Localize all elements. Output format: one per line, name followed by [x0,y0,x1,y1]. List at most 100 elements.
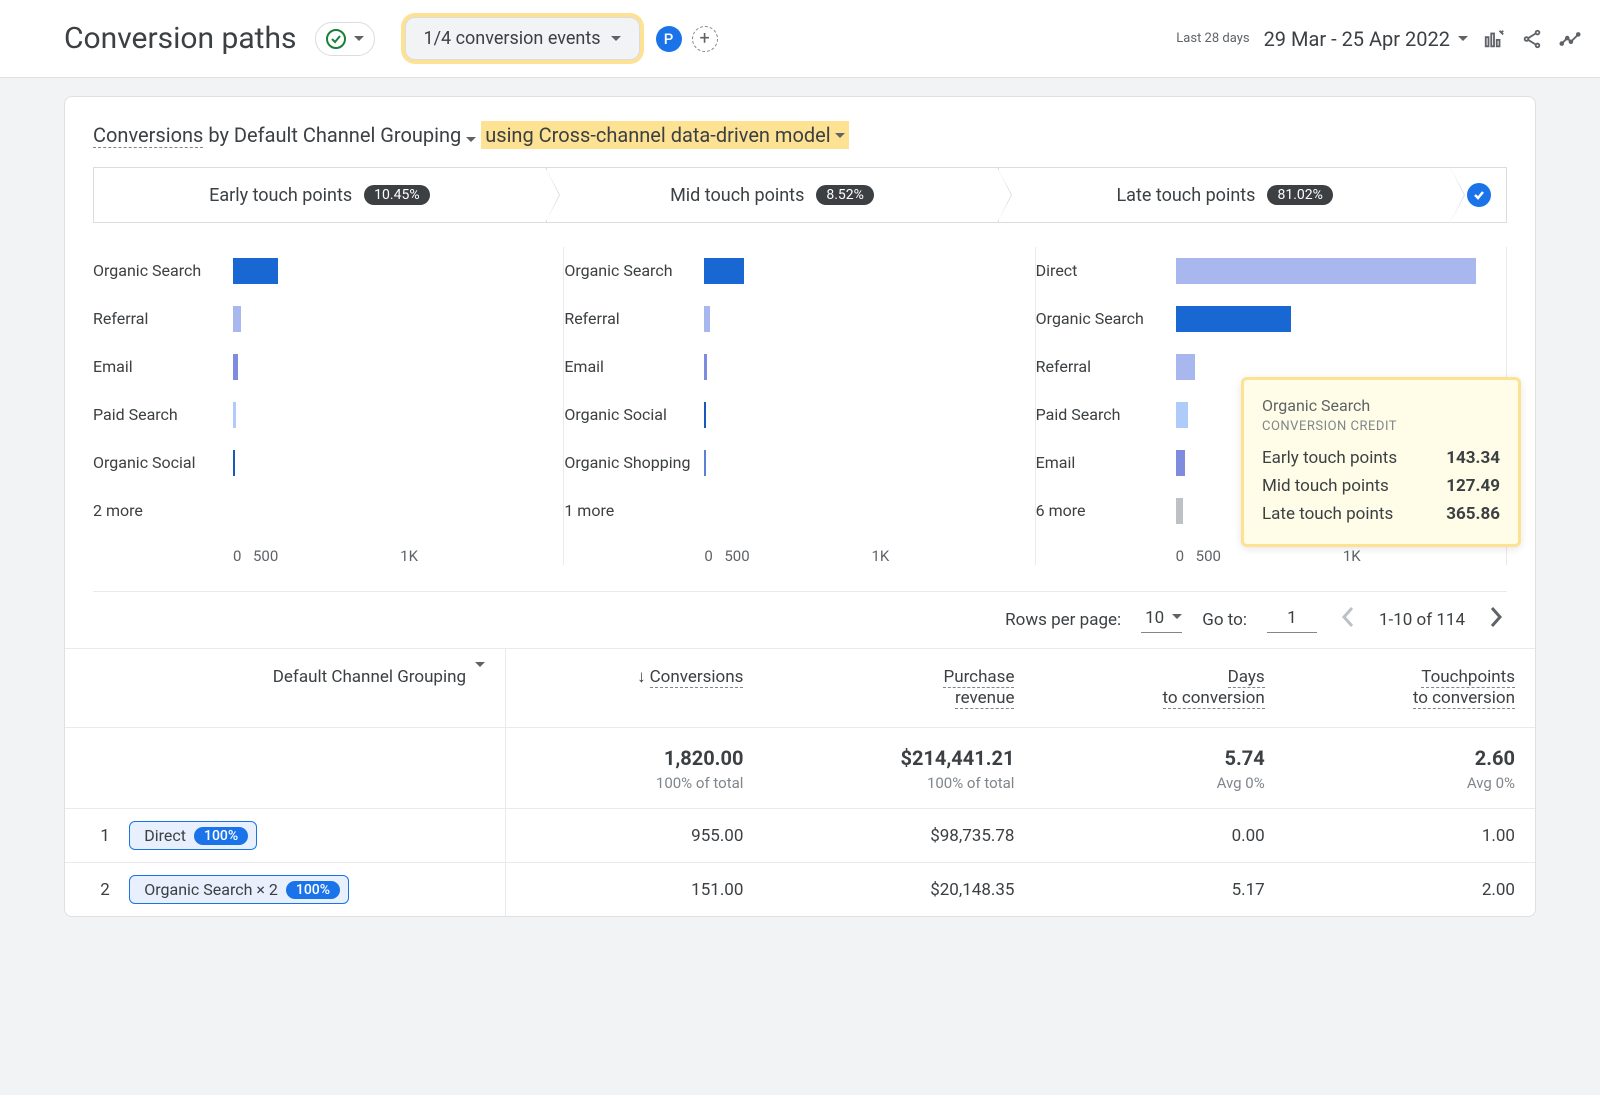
chart-bar-row[interactable]: Email [564,343,1018,391]
chart-bar [1176,498,1183,524]
table-cell: $98,735.78 [763,809,1034,863]
chart-bar-label: 6 more [1036,501,1176,520]
group-column-header[interactable]: Default Channel Grouping [65,649,505,728]
chart-bar-label: 2 more [93,501,233,520]
chart-bar-row[interactable]: Referral [564,295,1018,343]
chart-bar-label: Referral [1036,357,1176,376]
goto-input[interactable]: 1 [1267,608,1317,633]
by-text: by Default Channel Grouping [203,123,461,147]
chart-tooltip: Organic Search CONVERSION CREDIT Early t… [1241,377,1521,547]
chart-bar-row[interactable]: Email [93,343,547,391]
charts-row: Organic Search Referral Email Paid Searc… [65,247,1535,565]
chart-bar-row[interactable]: Organic Social [93,439,547,487]
chart-bar-label: Organic Search [1036,309,1176,328]
tooltip-row: Mid touch points127.49 [1262,472,1500,500]
channel-chip[interactable]: Direct 100% [129,821,257,850]
chart-bar [704,306,710,332]
touchpoint-stage[interactable]: Mid touch points 8.52% [546,167,999,223]
conversion-events-selector[interactable]: 1/4 conversion events [405,17,640,60]
next-page-button[interactable] [1485,606,1507,634]
data-table: Default Channel Grouping ↓ConversionsPur… [65,648,1535,916]
row-number: 2 [85,880,125,900]
rows-per-page-select[interactable]: 10 [1141,608,1182,633]
table-cell: 955.00 [505,809,763,863]
table-cell: $20,148.35 [763,863,1034,917]
row-number: 1 [85,826,125,846]
chart-bar-row[interactable]: Organic Shopping [564,439,1018,487]
share-icon[interactable] [1520,27,1544,51]
page-range: 1-10 of 114 [1379,610,1465,630]
chevron-down-icon [466,137,476,142]
stage-pct-badge: 8.52% [816,185,874,205]
channel-chip[interactable]: Organic Search × 2 100% [129,875,349,904]
chart-bar [233,402,236,428]
chevron-down-icon [354,36,364,41]
table-row[interactable]: 2 Organic Search × 2 100% 151.00$20,148.… [65,863,1535,917]
table-cell: 2.00 [1285,863,1535,917]
tooltip-row: Late touch points365.86 [1262,500,1500,528]
chart-bar-label: Organic Shopping [564,453,704,472]
table-cell: 1.00 [1285,809,1535,863]
status-dropdown[interactable] [315,22,375,56]
totals-cell: 1,820.00100% of total [505,728,763,809]
edit-chart-icon[interactable] [1482,27,1506,51]
chart-bar [1176,354,1195,380]
column-header[interactable]: Purchaserevenue [763,649,1034,728]
grouping-dropdown[interactable] [466,137,476,142]
chart-bar-row[interactable]: Organic Social [564,391,1018,439]
chart-bar [704,450,705,476]
touchpoint-stage[interactable]: Late touch points81.02% [998,167,1451,223]
chart-bar-row[interactable]: Organic Search [93,247,547,295]
chart-bar [704,402,706,428]
stage-pct-badge: 10.45% [364,185,429,205]
chart-bar-label: Email [1036,453,1176,472]
chart-axis: 05001K [1036,547,1490,565]
pct-pill: 100% [286,881,340,899]
totals-cell: 5.74Avg 0% [1034,728,1284,809]
conversions-dropdown[interactable]: Conversions [93,123,203,148]
chart-bar [233,354,238,380]
chart-bar-row[interactable]: Direct [1036,247,1490,295]
table-cell: 151.00 [505,863,763,917]
chevron-down-icon [1458,36,1468,41]
chart-bar-label: Paid Search [1036,405,1176,424]
chevron-down-icon [475,662,485,687]
chart-bar-row[interactable]: 1 more [564,487,1018,535]
touchpoint-stage[interactable]: Early touch points10.45% [93,167,546,223]
chart-axis: 05001K [93,547,547,565]
chart-bar-row[interactable]: 2 more [93,487,547,535]
page-title: Conversion paths [64,21,297,56]
chart-column: Organic Search Referral Email Organic So… [564,247,1035,565]
chart-bar [704,258,744,284]
totals-cell: $214,441.21100% of total [763,728,1034,809]
chart-bar-row[interactable]: Referral [93,295,547,343]
add-segment-button[interactable]: + [692,26,718,52]
chart-bar-label: Email [564,357,704,376]
chart-bar [1176,450,1185,476]
chart-column: Organic Search Referral Email Paid Searc… [93,247,564,565]
chart-bar [1176,306,1291,332]
prev-page-button[interactable] [1337,606,1359,634]
column-header[interactable]: ↓Conversions [505,649,763,728]
chart-bar [1176,258,1476,284]
date-range-picker[interactable]: 29 Mar - 25 Apr 2022 [1264,27,1468,51]
table-row[interactable]: 1 Direct 100% 955.00$98,735.780.001.00 [65,809,1535,863]
column-header[interactable]: Daysto conversion [1034,649,1284,728]
insights-icon[interactable] [1558,27,1582,51]
sort-down-icon: ↓ [637,667,646,687]
stage-label: Mid touch points [670,185,804,206]
chart-bar-label: Organic Search [564,261,704,280]
chart-bar-label: Email [93,357,233,376]
chart-bar-row[interactable]: Paid Search [93,391,547,439]
card-title: Conversions by Default Channel Grouping … [65,121,1535,167]
chart-bar-row[interactable]: Organic Search [564,247,1018,295]
column-header[interactable]: Touchpointsto conversion [1285,649,1535,728]
chart-bar [233,306,241,332]
chart-bar-row[interactable]: Organic Search [1036,295,1490,343]
model-label: using Cross-channel data-driven model [485,123,830,147]
chevron-down-icon [835,133,845,138]
model-dropdown[interactable]: using Cross-channel data-driven model [481,121,848,149]
segment-badge[interactable]: P [656,26,682,52]
date-range-label: Last 28 days [1176,31,1249,46]
goto-label: Go to: [1202,610,1247,630]
